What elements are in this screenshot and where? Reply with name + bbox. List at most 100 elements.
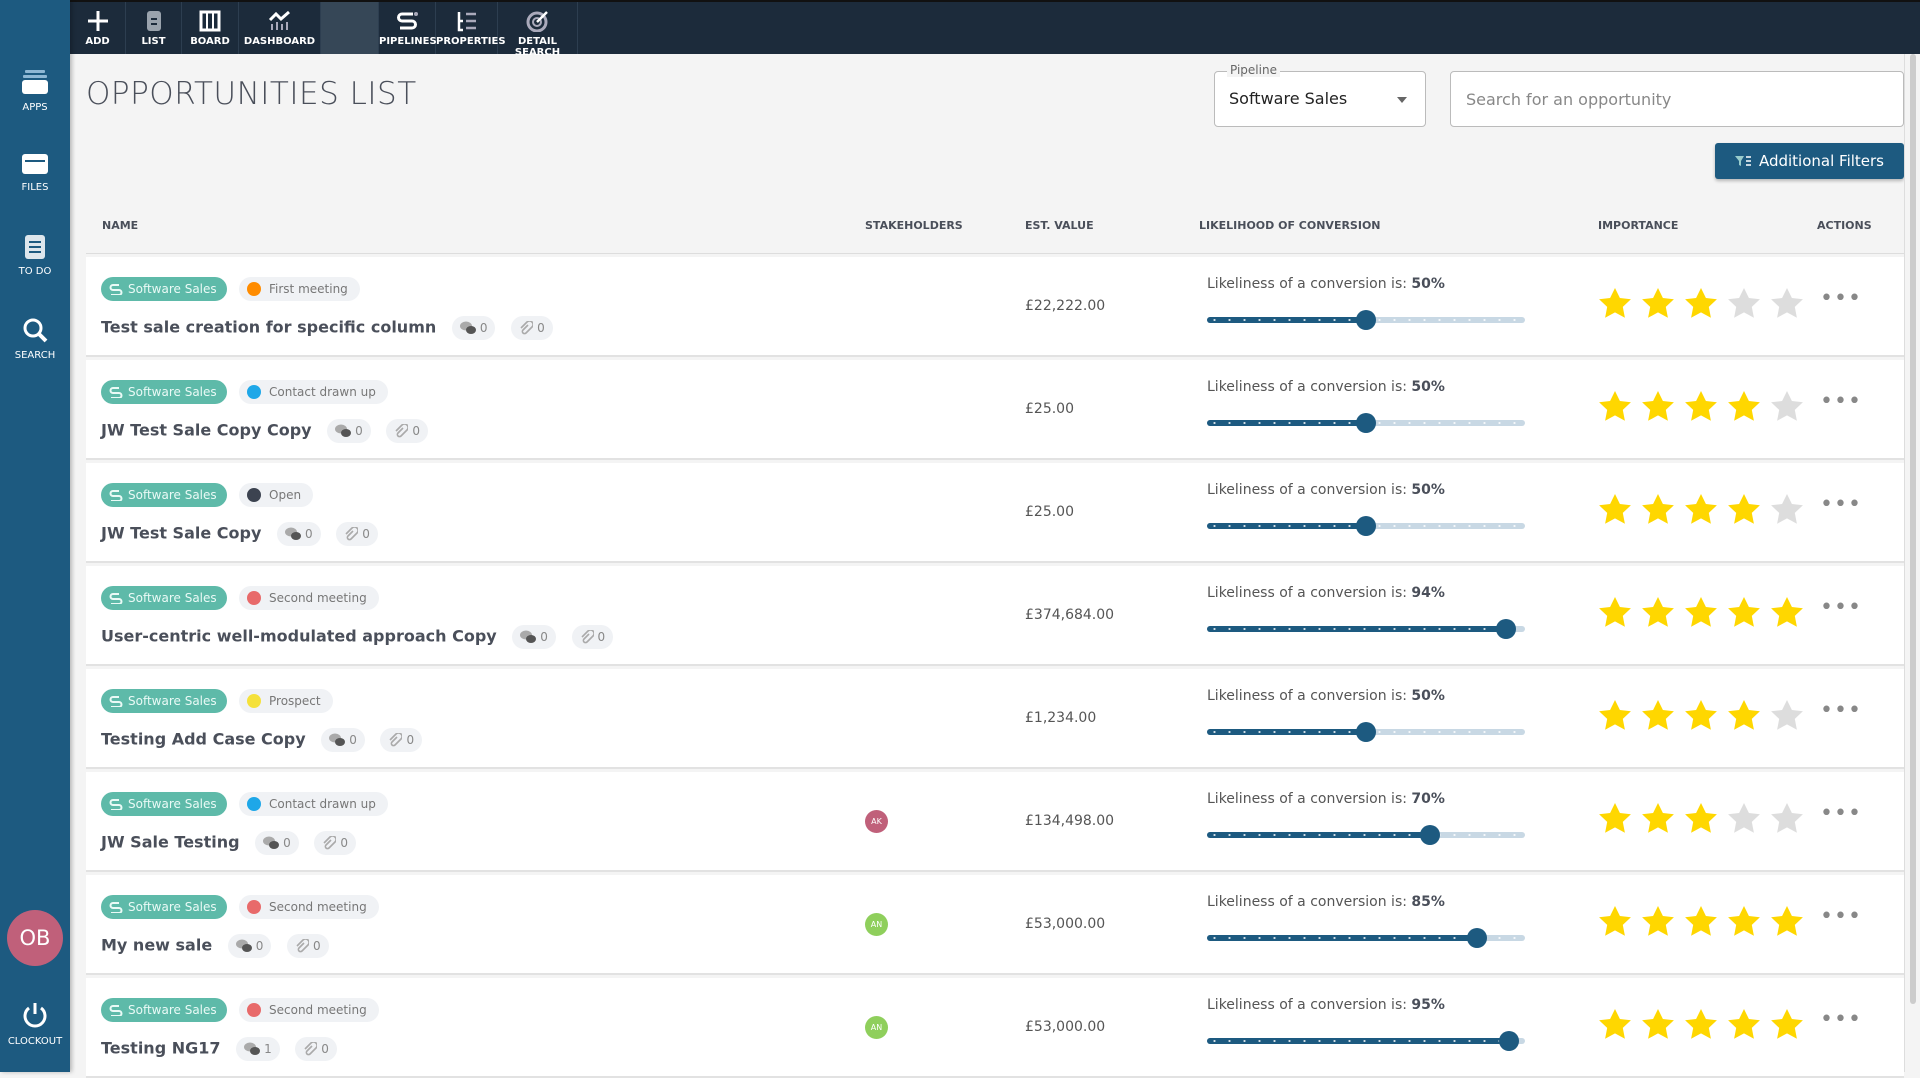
opportunity-name[interactable]: Test sale creation for specific column 0… [101, 316, 553, 340]
likelihood-slider[interactable] [1207, 928, 1525, 948]
pipeline-tag[interactable]: Software Sales [101, 483, 227, 507]
likelihood-slider[interactable] [1207, 413, 1525, 433]
toolbar-properties[interactable]: PROPERTIES [436, 2, 506, 54]
slider-thumb[interactable] [1356, 310, 1376, 330]
star-icon[interactable] [1770, 698, 1804, 732]
star-icon[interactable] [1598, 904, 1632, 938]
star-icon[interactable] [1727, 492, 1761, 526]
star-icon[interactable] [1684, 801, 1718, 835]
toolbar-list[interactable]: LIST [126, 2, 182, 54]
star-icon[interactable] [1684, 1007, 1718, 1041]
opportunity-name-text[interactable]: My new sale [101, 935, 213, 955]
more-actions-icon[interactable]: ••• [1820, 904, 1862, 929]
opportunity-name[interactable]: JW Sale Testing 0 0 [101, 831, 356, 855]
opportunity-name-text[interactable]: Testing Add Case Copy [101, 729, 306, 749]
opportunity-name[interactable]: JW Test Sale Copy 0 0 [101, 522, 378, 546]
opportunity-row[interactable]: Software Sales Contact drawn up JW Sale … [86, 772, 1904, 872]
opportunity-name[interactable]: Testing Add Case Copy 0 0 [101, 728, 423, 752]
stage-badge[interactable]: Prospect [239, 689, 333, 713]
importance-rating[interactable] [1598, 698, 1804, 732]
stage-badge[interactable]: Second meeting [239, 586, 379, 610]
star-icon[interactable] [1727, 698, 1761, 732]
pipeline-tag[interactable]: Software Sales [101, 689, 227, 713]
star-icon[interactable] [1770, 286, 1804, 320]
star-icon[interactable] [1641, 904, 1675, 938]
comments-count[interactable]: 0 [227, 934, 272, 958]
opportunity-row[interactable]: Software Sales Second meeting Testing NG… [86, 978, 1904, 1078]
importance-rating[interactable] [1598, 1007, 1804, 1041]
star-icon[interactable] [1598, 286, 1632, 320]
opportunity-row[interactable]: Software Sales Contact drawn up JW Test … [86, 360, 1904, 460]
opportunity-name-text[interactable]: Testing NG17 [101, 1038, 221, 1058]
star-icon[interactable] [1684, 492, 1718, 526]
attachments-count[interactable]: 0 [380, 728, 423, 752]
opportunity-name-text[interactable]: User-centric well-modulated approach Cop… [101, 626, 497, 646]
col-likelihood[interactable]: LIKELIHOOD OF CONVERSION [1199, 219, 1381, 232]
toolbar-pipelines[interactable]: PIPELINES [379, 2, 437, 54]
sidebar-item-files[interactable]: FILES [0, 152, 70, 193]
toolbar-add[interactable]: ADD [70, 2, 126, 54]
star-icon[interactable] [1770, 1007, 1804, 1041]
opportunity-name[interactable]: JW Test Sale Copy Copy 0 0 [101, 419, 429, 443]
col-stakeholders[interactable]: STAKEHOLDERS [865, 219, 963, 232]
attachments-count[interactable]: 0 [295, 1037, 337, 1061]
col-value[interactable]: EST. VALUE [1025, 219, 1094, 232]
sidebar-item-todo[interactable]: TO DO [0, 234, 70, 277]
more-actions-icon[interactable]: ••• [1820, 595, 1862, 620]
toolbar-dashboard[interactable]: DASHBOARD [239, 2, 321, 54]
opportunity-name[interactable]: My new sale 0 0 [101, 934, 329, 958]
likelihood-slider[interactable] [1207, 722, 1525, 742]
sidebar-item-apps[interactable]: APPS [0, 70, 70, 113]
opportunity-name-text[interactable]: JW Test Sale Copy [101, 523, 262, 543]
likelihood-slider[interactable] [1207, 310, 1525, 330]
attachments-count[interactable]: 0 [571, 625, 614, 649]
star-icon[interactable] [1641, 389, 1675, 423]
attachments-count[interactable]: 0 [314, 831, 356, 855]
star-icon[interactable] [1598, 1007, 1632, 1041]
comments-count[interactable]: 0 [321, 728, 365, 752]
star-icon[interactable] [1727, 1007, 1761, 1041]
opportunity-name-text[interactable]: JW Test Sale Copy Copy [101, 420, 312, 440]
scrollbar[interactable] [1904, 54, 1920, 1072]
stakeholder-avatar[interactable]: AK [865, 810, 888, 833]
user-avatar[interactable]: OB [7, 910, 63, 966]
slider-thumb[interactable] [1419, 825, 1440, 845]
likelihood-slider[interactable] [1207, 825, 1525, 845]
pipeline-tag[interactable]: Software Sales [101, 277, 227, 301]
opportunity-name-text[interactable]: Test sale creation for specific column [101, 317, 437, 337]
stage-badge[interactable]: Open [239, 483, 314, 507]
star-icon[interactable] [1641, 492, 1675, 526]
star-icon[interactable] [1641, 801, 1675, 835]
pipeline-tag[interactable]: Software Sales [101, 586, 227, 610]
star-icon[interactable] [1770, 595, 1804, 629]
more-actions-icon[interactable]: ••• [1820, 286, 1862, 311]
pipeline-tag[interactable]: Software Sales [101, 380, 227, 404]
more-actions-icon[interactable]: ••• [1820, 698, 1862, 723]
star-icon[interactable] [1641, 698, 1675, 732]
opportunity-name[interactable]: User-centric well-modulated approach Cop… [101, 625, 614, 649]
star-icon[interactable] [1727, 801, 1761, 835]
star-icon[interactable] [1727, 904, 1761, 938]
importance-rating[interactable] [1598, 389, 1804, 423]
importance-rating[interactable] [1598, 492, 1804, 526]
more-actions-icon[interactable]: ••• [1820, 1007, 1862, 1032]
comments-count[interactable]: 0 [512, 625, 556, 649]
scrollbar-thumb[interactable] [1910, 54, 1916, 1004]
stage-badge[interactable]: Contact drawn up [239, 380, 388, 404]
opportunity-row[interactable]: Software Sales Open JW Test Sale Copy 0 … [86, 463, 1904, 563]
col-name[interactable]: NAME [102, 219, 139, 232]
search-input[interactable] [1450, 71, 1904, 127]
star-icon[interactable] [1727, 595, 1761, 629]
stage-badge[interactable]: Second meeting [239, 895, 379, 919]
star-icon[interactable] [1598, 801, 1632, 835]
importance-rating[interactable] [1598, 904, 1804, 938]
star-icon[interactable] [1684, 904, 1718, 938]
slider-thumb[interactable] [1495, 619, 1516, 639]
comments-count[interactable]: 0 [327, 419, 371, 443]
attachments-count[interactable]: 0 [511, 316, 553, 340]
sidebar-item-search[interactable]: SEARCH [0, 316, 70, 361]
slider-thumb[interactable] [1356, 722, 1376, 742]
slider-thumb[interactable] [1356, 516, 1376, 536]
opportunity-name-text[interactable]: JW Sale Testing [101, 832, 240, 852]
star-icon[interactable] [1770, 904, 1804, 938]
